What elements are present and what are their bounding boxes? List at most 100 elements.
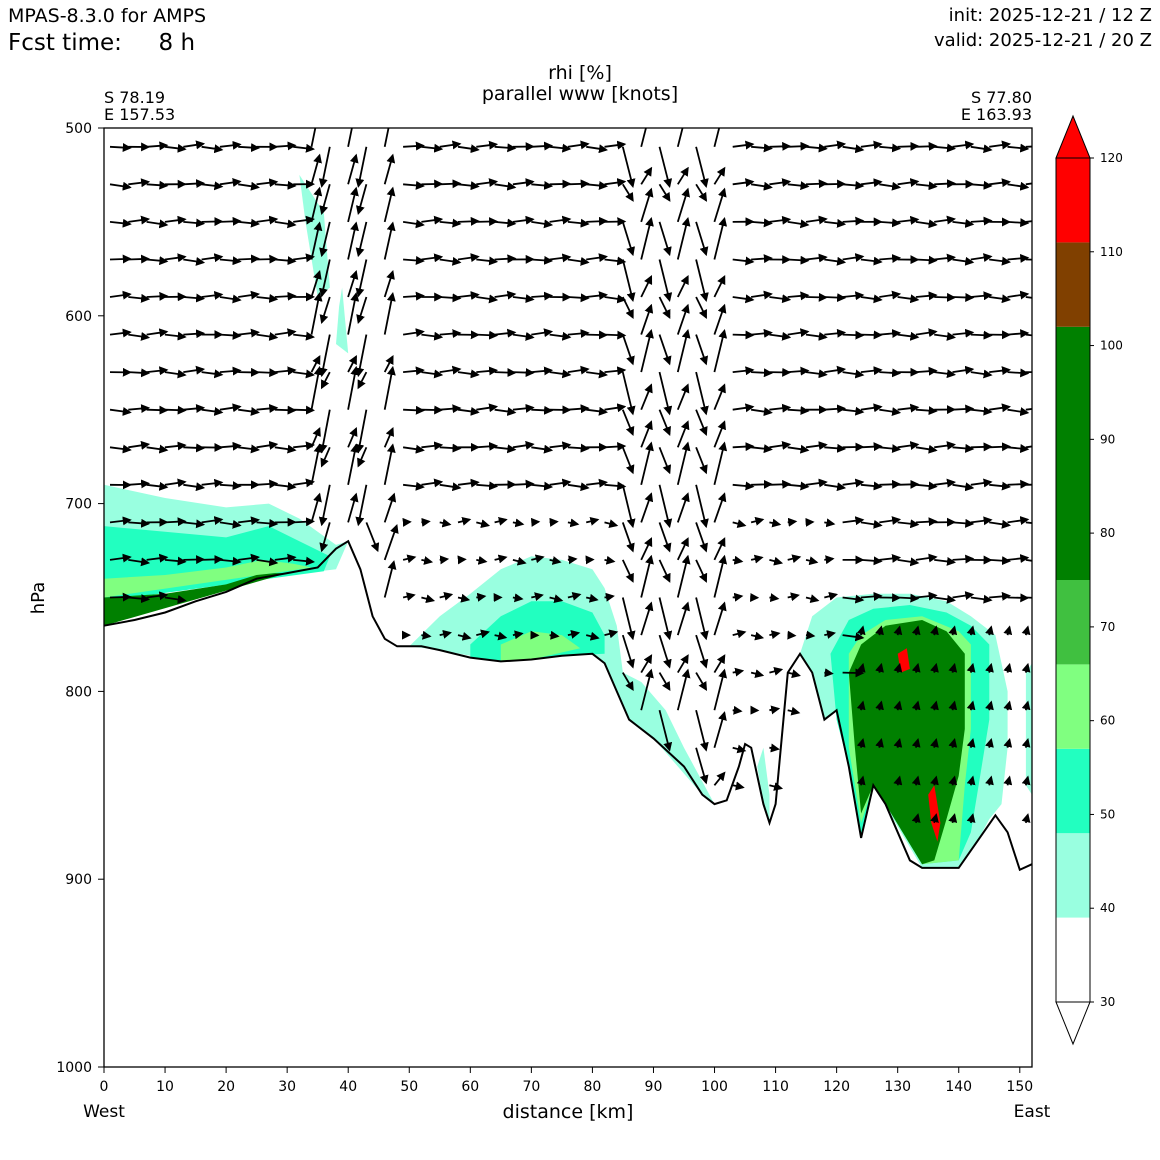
wind-arrow <box>621 221 635 257</box>
wind-arrow <box>805 179 828 189</box>
x-tick-label: 70 <box>522 1079 540 1095</box>
wind-arrow <box>201 516 224 525</box>
wind-arrow <box>893 662 903 673</box>
wind-arrow <box>695 522 708 553</box>
wind-arrow <box>860 256 883 266</box>
wind-arrow <box>604 519 619 529</box>
wind-arrow <box>695 334 709 366</box>
wind-arrow <box>856 700 866 711</box>
wind-arrow <box>476 629 490 639</box>
wind-arrow <box>146 444 169 454</box>
wind-arrow <box>128 293 151 303</box>
wind-arrow <box>238 444 260 454</box>
wind-arrow <box>402 328 425 338</box>
wind-arrow <box>494 631 508 641</box>
wind-arrow <box>383 492 397 523</box>
wind-arrow <box>769 593 780 603</box>
wind-arrow <box>476 366 499 376</box>
wind-arrow <box>109 553 132 563</box>
wind-arrow <box>347 186 359 223</box>
wind-arrow <box>676 128 684 148</box>
wind-arrow <box>824 293 847 303</box>
wind-arrow <box>750 407 773 417</box>
wind-arrow <box>805 630 816 640</box>
wind-arrow <box>293 556 315 566</box>
wind-arrow <box>658 371 673 416</box>
wind-arrow <box>457 291 480 300</box>
wind-arrow <box>586 593 599 603</box>
wind-arrow <box>860 366 883 376</box>
wind-arrow <box>549 594 564 604</box>
wind-arrow <box>109 328 132 338</box>
wind-arrow <box>732 705 743 715</box>
x-axis: 0 10 20 30 40 50 60 70 80 90 100 110 120 130 140 150 <box>100 1067 1033 1095</box>
wind-arrow <box>879 444 902 454</box>
wind-arrow <box>1007 329 1030 339</box>
x-tick-label: 80 <box>584 1079 602 1095</box>
wind-arrow <box>897 403 920 413</box>
wind-arrow <box>934 369 956 379</box>
wind-arrow <box>732 140 755 150</box>
wind-arrow <box>164 143 187 153</box>
wind-arrow <box>183 365 206 375</box>
wind-arrow <box>930 662 939 673</box>
y-tick-label: 700 <box>65 497 92 513</box>
wind-arrow <box>966 813 976 824</box>
wind-arrow <box>769 705 781 715</box>
colorbar-tick-label: 90 <box>1100 432 1115 446</box>
wind-arrow <box>439 218 462 228</box>
wind-arrow <box>897 141 920 151</box>
wind-arrow <box>567 482 590 492</box>
wind-arrow <box>732 592 744 602</box>
wind-arrow <box>970 330 993 340</box>
wind-arrow <box>164 478 187 488</box>
wind-arrow <box>355 184 368 216</box>
wind-arrow <box>146 291 169 301</box>
wind-arrow <box>549 369 572 379</box>
wind-arrow <box>805 331 828 341</box>
wind-arrow <box>320 371 331 390</box>
wind-arrow <box>586 330 608 340</box>
wind-arrow <box>310 365 323 410</box>
wind-arrow <box>403 405 425 415</box>
wind-arrow <box>457 406 480 416</box>
wind-arrow <box>512 479 535 489</box>
wind-arrow <box>128 368 151 378</box>
wind-arrow <box>970 478 993 488</box>
wind-arrow <box>1007 554 1030 563</box>
wind-arrow <box>201 478 224 488</box>
wind-arrow <box>1025 333 1032 337</box>
wind-arrow <box>109 406 132 416</box>
wind-arrow <box>658 146 673 188</box>
wind-arrow <box>128 178 151 188</box>
wind-arrow <box>183 555 206 565</box>
wind-arrow <box>824 518 836 528</box>
wind-arrow <box>952 140 975 150</box>
wind-arrow <box>658 259 673 302</box>
wind-arrow <box>860 294 883 304</box>
wind-arrow <box>531 180 554 190</box>
wind-arrow <box>985 662 994 673</box>
wind-arrow <box>238 290 260 300</box>
wind-arrow <box>238 516 260 526</box>
wind-arrow <box>640 187 654 223</box>
wind-arrow <box>713 654 726 674</box>
wind-arrow <box>355 409 368 454</box>
wind-arrow <box>256 557 279 567</box>
wind-arrow <box>439 365 462 375</box>
wind-arrow <box>658 672 671 692</box>
wind-arrow <box>347 269 359 298</box>
wind-arrow <box>966 625 976 636</box>
wind-arrow <box>402 481 425 491</box>
wind-arrow <box>421 331 444 341</box>
wind-arrow <box>860 403 883 413</box>
plot-frame <box>103 127 1033 1068</box>
wind-arrow <box>989 519 1011 529</box>
wind-arrow <box>164 215 187 225</box>
wind-arrow <box>512 294 535 304</box>
wind-arrow <box>824 218 847 228</box>
wind-arrow <box>383 355 394 373</box>
wind-arrow <box>476 330 499 340</box>
wind-arrow <box>934 594 956 604</box>
